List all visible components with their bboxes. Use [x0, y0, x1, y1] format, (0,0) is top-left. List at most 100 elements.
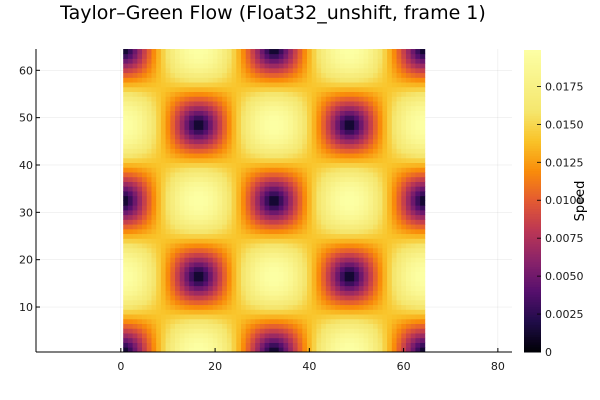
heatmap-cell — [245, 257, 251, 263]
heatmap-cell — [255, 200, 261, 206]
heatmap-cell — [250, 138, 256, 145]
heatmap-cell — [137, 328, 143, 334]
heatmap-cell — [292, 186, 298, 192]
heatmap-cell — [160, 333, 166, 339]
heatmap-cell — [170, 238, 176, 244]
colorbar-swatch — [524, 201, 541, 205]
heatmap-cell — [212, 280, 218, 287]
heatmap-cell — [203, 96, 209, 102]
heatmap-cell — [269, 101, 275, 107]
heatmap-cell — [391, 299, 397, 306]
heatmap-cell — [175, 328, 181, 334]
heatmap-cell — [288, 124, 294, 130]
heatmap-cell — [170, 233, 176, 239]
heatmap-cell — [165, 134, 171, 140]
heatmap-cell — [222, 276, 228, 282]
heatmap-cell — [222, 162, 228, 168]
heatmap-cell — [349, 67, 355, 74]
heatmap-cell — [420, 124, 426, 130]
heatmap-cell — [377, 143, 383, 149]
heatmap-cell — [175, 96, 181, 102]
heatmap-cell — [420, 262, 426, 268]
heatmap-cell — [151, 138, 157, 145]
heatmap-cell — [137, 243, 143, 249]
heatmap-cell — [255, 252, 261, 258]
heatmap-cell — [264, 96, 270, 102]
heatmap-cell — [306, 134, 313, 140]
heatmap-cell — [410, 153, 416, 159]
heatmap-cell — [269, 314, 275, 320]
heatmap-cell — [217, 167, 223, 173]
heatmap-cell — [377, 247, 383, 253]
heatmap-cell — [193, 318, 199, 324]
heatmap-cell — [160, 318, 166, 324]
heatmap-cell — [259, 129, 265, 135]
heatmap-cell — [175, 181, 181, 187]
heatmap-cell — [339, 148, 346, 154]
heatmap-cell — [156, 299, 162, 306]
heatmap-cell — [259, 157, 265, 164]
heatmap-cell — [212, 115, 218, 121]
heatmap-cell — [330, 219, 336, 225]
heatmap-cell — [226, 280, 232, 287]
heatmap-cell — [283, 224, 289, 230]
heatmap-cell — [396, 252, 402, 258]
heatmap-cell — [217, 262, 223, 268]
heatmap-cell — [344, 328, 350, 334]
heatmap-cell — [330, 153, 336, 159]
heatmap-cell — [208, 110, 214, 116]
heatmap-cell — [363, 280, 369, 287]
heatmap-cell — [401, 285, 407, 291]
heatmap-cell — [137, 299, 143, 306]
heatmap-cell — [123, 101, 129, 107]
heatmap-cell — [306, 162, 313, 168]
heatmap-cell — [372, 205, 379, 211]
heatmap-cell — [179, 181, 185, 187]
heatmap-cell — [127, 209, 134, 216]
heatmap-cell — [349, 143, 355, 149]
heatmap-cell — [283, 91, 289, 97]
heatmap-cell — [236, 91, 242, 97]
heatmap-cell — [146, 233, 152, 239]
heatmap-cell — [321, 82, 327, 88]
heatmap-cell — [283, 49, 289, 55]
heatmap-cell — [236, 191, 242, 197]
heatmap-cell — [203, 233, 209, 239]
heatmap-cell — [198, 347, 204, 353]
heatmap-cell — [288, 323, 294, 329]
heatmap-cell — [278, 77, 284, 83]
heatmap-cell — [222, 110, 228, 116]
heatmap-cell — [368, 63, 374, 69]
heatmap-cell — [358, 58, 364, 64]
heatmap-cell — [391, 209, 397, 216]
heatmap-cell — [198, 186, 204, 192]
heatmap-cell — [156, 247, 162, 253]
heatmap-cell — [179, 167, 185, 173]
heatmap-cell — [387, 134, 393, 140]
heatmap-cell — [396, 96, 402, 102]
heatmap-cell — [137, 214, 143, 220]
heatmap-cell — [231, 129, 237, 135]
heatmap-cell — [368, 53, 374, 59]
colorbar-swatch — [524, 70, 541, 74]
heatmap-cell — [297, 186, 303, 192]
heatmap-cell — [420, 96, 426, 102]
heatmap-cell — [203, 323, 209, 329]
heatmap-cell — [363, 186, 369, 192]
heatmap-cell — [325, 129, 331, 135]
heatmap-cell — [401, 280, 407, 287]
heatmap-cell — [316, 252, 322, 258]
heatmap-cell — [259, 280, 265, 287]
heatmap-cell — [217, 53, 223, 59]
heatmap-cell — [311, 129, 317, 135]
heatmap-cell — [231, 124, 237, 130]
heatmap-cell — [259, 304, 265, 310]
heatmap-cell — [193, 53, 199, 59]
heatmap-cell — [387, 120, 393, 126]
heatmap-cell — [311, 124, 317, 130]
heatmap-cell — [231, 58, 237, 64]
heatmap-cell — [410, 53, 416, 59]
colorbar-swatch — [524, 163, 541, 167]
heatmap-cell — [368, 342, 374, 348]
heatmap-cell — [363, 224, 369, 230]
